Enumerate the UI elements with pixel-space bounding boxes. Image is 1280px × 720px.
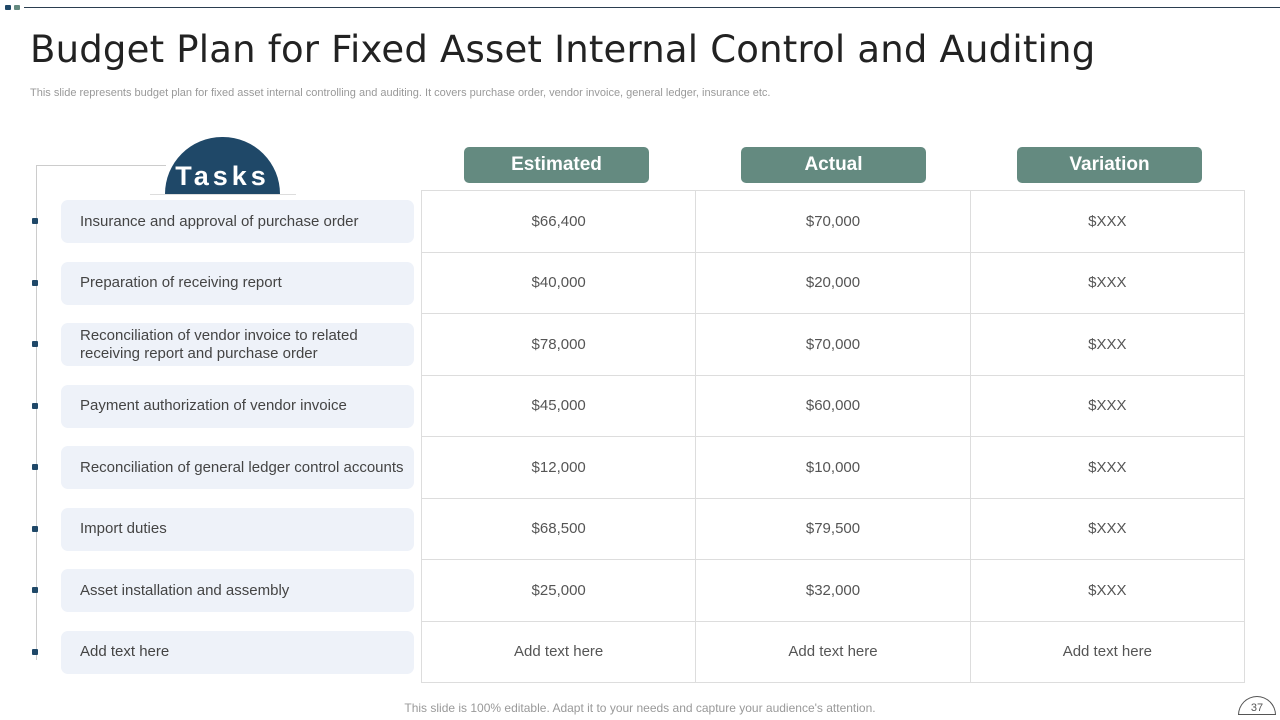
- bullet-icon: [32, 402, 38, 409]
- actual-cell: $70,000: [695, 313, 971, 376]
- estimated-cell: $40,000: [420, 251, 697, 314]
- tasks-header: Tasks: [165, 137, 280, 194]
- actual-cell: $70,000: [695, 190, 971, 253]
- task-item: Asset installation and assembly: [61, 569, 414, 612]
- variation-cell: $XXX: [969, 374, 1246, 437]
- variation-cell: $XXX: [969, 190, 1246, 253]
- estimated-cell: $68,500: [420, 497, 697, 560]
- frame-line: [36, 165, 166, 166]
- variation-cell: $XXX: [969, 497, 1246, 560]
- task-item: Reconciliation of vendor invoice to rela…: [61, 323, 414, 366]
- bullet-icon: [32, 648, 38, 655]
- frame-line: [36, 165, 37, 660]
- budget-table: $66,400 $70,000 $XXX $40,000 $20,000 $XXX $78,…: [420, 190, 1246, 683]
- estimated-cell: $45,000: [420, 374, 697, 437]
- bullet-icon: [32, 464, 38, 470]
- table-row: $66,400 $70,000 $XXX: [420, 190, 1246, 253]
- task-item: Preparation of receiving report: [61, 261, 414, 305]
- footer-note: This slide is 100% editable. Adapt it to…: [404, 701, 876, 715]
- top-divider: [24, 7, 1280, 8]
- header-actual: Actual: [741, 147, 926, 183]
- bullet-icon: [32, 341, 38, 347]
- bullet-icon: [32, 587, 38, 593]
- estimated-cell: $66,400: [420, 190, 697, 253]
- decor-square: [14, 5, 20, 10]
- task-item: Reconciliation of general ledger control…: [61, 446, 414, 489]
- variation-cell: Add text here: [969, 620, 1246, 683]
- task-item: Insurance and approval of purchase order: [61, 200, 414, 243]
- actual-cell: $32,000: [695, 559, 971, 622]
- header-estimated: Estimated: [464, 147, 649, 183]
- table-row: $68,500 $79,500 $XXX: [420, 497, 1246, 560]
- estimated-cell: $78,000: [420, 313, 697, 376]
- page-number: 37: [1238, 696, 1276, 715]
- actual-cell: $20,000: [695, 251, 971, 314]
- estimated-cell: $25,000: [420, 559, 697, 622]
- table-row: $25,000 $32,000 $XXX: [420, 559, 1246, 622]
- table-row: Add text here Add text here Add text here: [420, 620, 1246, 683]
- table-row: $78,000 $70,000 $XXX: [420, 313, 1246, 376]
- table-row: $45,000 $60,000 $XXX: [420, 374, 1246, 437]
- estimated-cell: $12,000: [420, 436, 697, 499]
- page-subtitle: This slide represents budget plan for fi…: [30, 87, 771, 99]
- actual-cell: Add text here: [695, 620, 971, 683]
- variation-cell: $XXX: [969, 436, 1246, 499]
- estimated-cell: Add text here: [420, 620, 697, 683]
- page-title: Budget Plan for Fixed Asset Internal Con…: [30, 28, 1096, 71]
- table-row: $40,000 $20,000 $XXX: [420, 251, 1246, 314]
- frame-line: [150, 194, 296, 195]
- actual-cell: $79,500: [695, 497, 971, 560]
- decor-square: [5, 5, 11, 10]
- actual-cell: $60,000: [695, 374, 971, 437]
- task-item: Payment authorization of vendor invoice: [61, 384, 414, 428]
- header-variation: Variation: [1017, 147, 1202, 183]
- bullet-icon: [32, 279, 38, 286]
- variation-cell: $XXX: [969, 313, 1246, 376]
- table-row: $12,000 $10,000 $XXX: [420, 436, 1246, 499]
- actual-cell: $10,000: [695, 436, 971, 499]
- bullet-icon: [32, 218, 38, 224]
- variation-cell: $XXX: [969, 251, 1246, 314]
- task-item: Add text here: [61, 630, 414, 674]
- variation-cell: $XXX: [969, 559, 1246, 622]
- bullet-icon: [32, 525, 38, 532]
- task-item: Import duties: [61, 507, 414, 551]
